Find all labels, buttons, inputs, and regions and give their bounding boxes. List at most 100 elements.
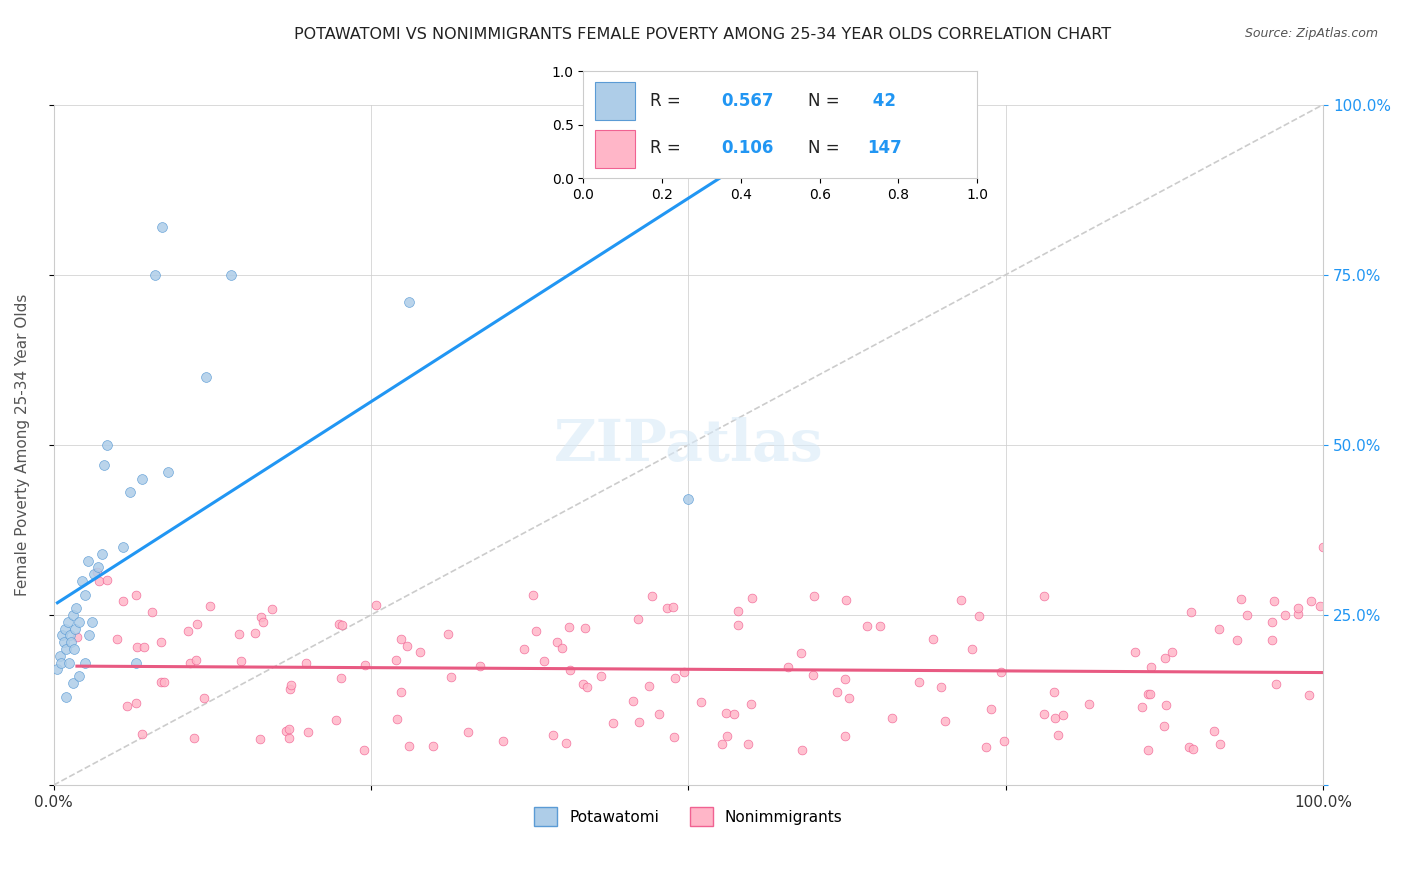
Potawatomi [194, 369, 217, 384]
Text: R =: R = [651, 93, 686, 111]
Nonimmigrants [277, 723, 299, 737]
Potawatomi [221, 268, 243, 282]
Nonimmigrants [1139, 687, 1161, 701]
Nonimmigrants [1265, 677, 1288, 691]
Nonimmigrants [387, 712, 409, 726]
Nonimmigrants [641, 589, 664, 603]
Nonimmigrants [960, 642, 983, 657]
Nonimmigrants [1312, 540, 1334, 554]
Nonimmigrants [186, 616, 208, 631]
Nonimmigrants [149, 635, 172, 649]
Nonimmigrants [576, 680, 599, 694]
Nonimmigrants [193, 691, 215, 706]
Nonimmigrants [790, 646, 813, 660]
Nonimmigrants [664, 672, 686, 686]
Potawatomi [156, 465, 179, 479]
Potawatomi [83, 567, 105, 582]
Nonimmigrants [741, 591, 763, 605]
Nonimmigrants [468, 659, 491, 673]
Nonimmigrants [112, 594, 135, 608]
Nonimmigrants [882, 711, 904, 725]
Nonimmigrants [647, 706, 669, 721]
Potawatomi [59, 628, 82, 642]
Nonimmigrants [993, 733, 1015, 747]
Nonimmigrants [551, 640, 574, 655]
Nonimmigrants [869, 619, 891, 633]
Nonimmigrants [229, 654, 252, 668]
Nonimmigrants [716, 729, 738, 743]
Nonimmigrants [1136, 743, 1159, 757]
Potawatomi [52, 635, 75, 649]
Nonimmigrants [602, 715, 624, 730]
Nonimmigrants [638, 679, 661, 693]
Text: 0.567: 0.567 [721, 93, 773, 111]
Nonimmigrants [1286, 601, 1309, 615]
Nonimmigrants [856, 619, 879, 633]
Nonimmigrants [66, 630, 89, 644]
Text: POTAWATOMI VS NONIMMIGRANTS FEMALE POVERTY AMONG 25-34 YEAR OLDS CORRELATION CHA: POTAWATOMI VS NONIMMIGRANTS FEMALE POVER… [294, 27, 1112, 42]
Nonimmigrants [329, 671, 352, 685]
Nonimmigrants [96, 573, 118, 587]
Nonimmigrants [396, 640, 419, 654]
Nonimmigrants [1032, 589, 1054, 603]
Potawatomi [51, 656, 73, 670]
Nonimmigrants [574, 621, 596, 635]
Nonimmigrants [1052, 707, 1074, 722]
Nonimmigrants [422, 739, 444, 753]
Potawatomi [46, 662, 69, 676]
Nonimmigrants [934, 714, 956, 728]
Nonimmigrants [117, 699, 139, 714]
Nonimmigrants [558, 663, 581, 677]
Nonimmigrants [177, 624, 200, 639]
Potawatomi [87, 560, 110, 574]
Nonimmigrants [274, 723, 297, 738]
Potawatomi [56, 615, 79, 629]
Nonimmigrants [385, 653, 408, 667]
Nonimmigrants [125, 696, 148, 710]
Potawatomi [70, 574, 93, 588]
Nonimmigrants [727, 617, 749, 632]
Nonimmigrants [929, 680, 952, 694]
Potawatomi [96, 438, 118, 452]
Nonimmigrants [949, 592, 972, 607]
Nonimmigrants [1209, 737, 1232, 751]
Nonimmigrants [328, 617, 350, 632]
Nonimmigrants [907, 674, 929, 689]
Text: N =: N = [808, 93, 845, 111]
Nonimmigrants [558, 620, 581, 634]
Nonimmigrants [439, 670, 461, 684]
Nonimmigrants [250, 609, 273, 624]
Nonimmigrants [492, 733, 515, 747]
Nonimmigrants [834, 729, 856, 743]
Nonimmigrants [627, 714, 650, 729]
Nonimmigrants [125, 588, 148, 602]
Text: 42: 42 [868, 93, 896, 111]
Nonimmigrants [409, 644, 432, 658]
Nonimmigrants [353, 743, 375, 757]
Nonimmigrants [969, 608, 991, 623]
Text: N =: N = [808, 139, 845, 157]
Nonimmigrants [131, 726, 153, 740]
Nonimmigrants [727, 604, 749, 618]
Nonimmigrants [325, 713, 347, 727]
Nonimmigrants [522, 588, 544, 602]
Nonimmigrants [541, 728, 564, 742]
Nonimmigrants [1154, 650, 1177, 665]
Nonimmigrants [554, 736, 576, 750]
Nonimmigrants [1180, 605, 1202, 619]
Nonimmigrants [1236, 607, 1258, 622]
Nonimmigrants [1160, 645, 1182, 659]
Potawatomi [55, 642, 77, 657]
Nonimmigrants [838, 690, 860, 705]
Potawatomi [63, 622, 86, 636]
Nonimmigrants [835, 593, 858, 607]
Potawatomi [678, 492, 700, 507]
Nonimmigrants [457, 725, 479, 739]
Potawatomi [131, 472, 153, 486]
Potawatomi [49, 648, 72, 663]
Nonimmigrants [183, 731, 205, 745]
Nonimmigrants [1261, 615, 1284, 629]
Nonimmigrants [776, 659, 799, 673]
Nonimmigrants [524, 624, 547, 638]
Nonimmigrants [801, 668, 824, 682]
